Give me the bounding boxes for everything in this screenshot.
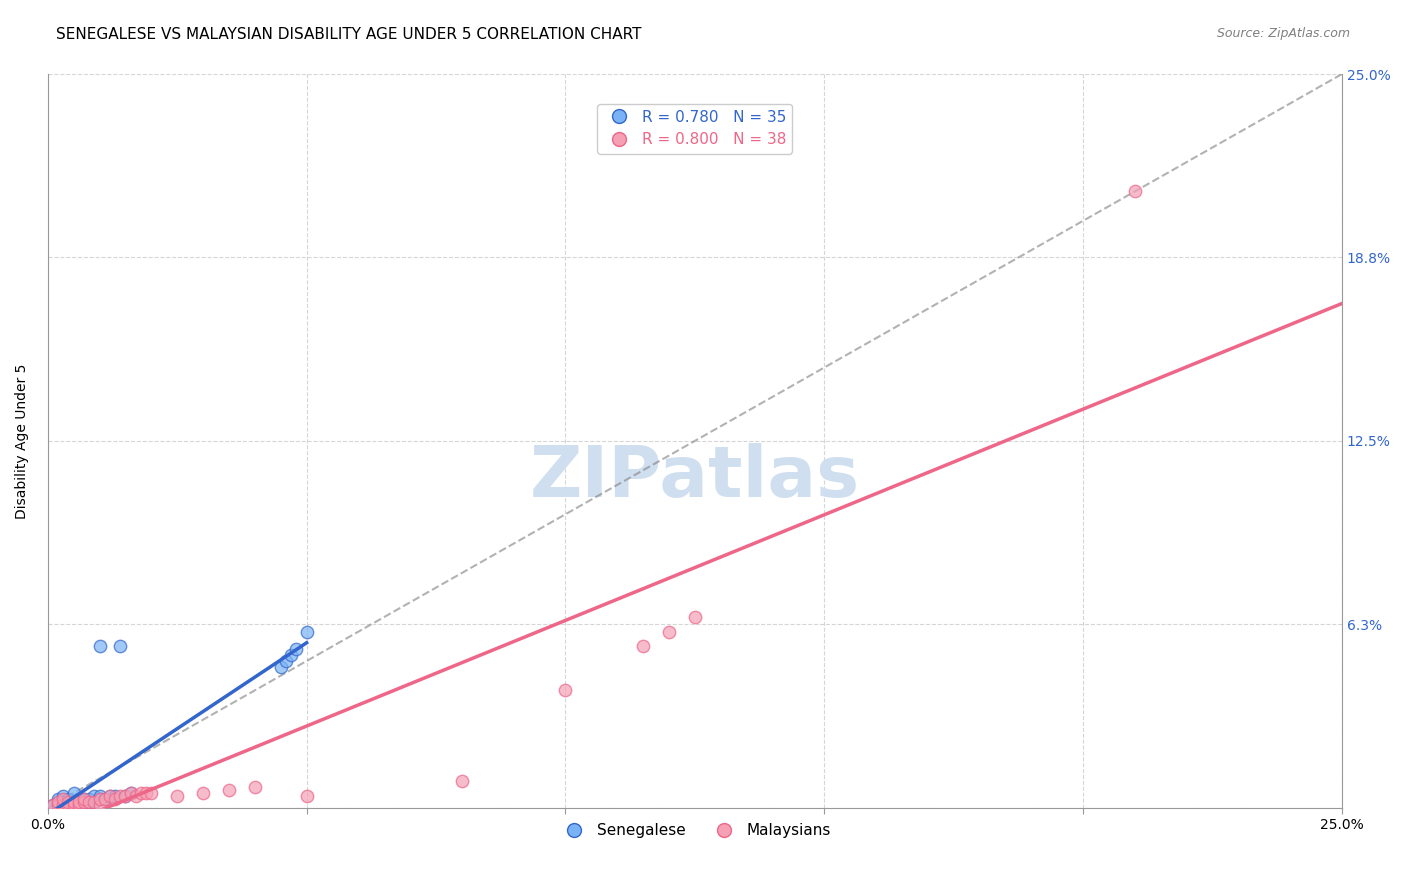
Point — [89, 792, 111, 806]
Point — [62, 795, 84, 809]
Point — [67, 797, 90, 812]
Point — [683, 610, 706, 624]
Point — [46, 792, 69, 806]
Point — [73, 795, 96, 809]
Point — [89, 640, 111, 654]
Point — [52, 792, 75, 806]
Point — [73, 792, 96, 806]
Text: SENEGALESE VS MALAYSIAN DISABILITY AGE UNDER 5 CORRELATION CHART: SENEGALESE VS MALAYSIAN DISABILITY AGE U… — [56, 27, 641, 42]
Point — [58, 795, 80, 809]
Point — [77, 795, 100, 809]
Point — [554, 683, 576, 698]
Point — [77, 792, 100, 806]
Point — [295, 789, 318, 803]
Point — [285, 642, 308, 657]
Point — [98, 789, 121, 803]
Point — [42, 797, 65, 812]
Point — [243, 780, 266, 795]
Point — [89, 792, 111, 806]
Point — [62, 797, 84, 812]
Point — [83, 789, 105, 803]
Point — [110, 789, 132, 803]
Point — [42, 797, 65, 812]
Point — [67, 795, 90, 809]
Point — [110, 640, 132, 654]
Point — [83, 795, 105, 809]
Point — [67, 797, 90, 812]
Y-axis label: Disability Age Under 5: Disability Age Under 5 — [15, 363, 30, 518]
Point — [1123, 185, 1146, 199]
Text: Source: ZipAtlas.com: Source: ZipAtlas.com — [1216, 27, 1350, 40]
Point — [77, 795, 100, 809]
Point — [58, 797, 80, 812]
Point — [166, 789, 188, 803]
Point — [295, 624, 318, 639]
Point — [62, 797, 84, 812]
Point — [93, 792, 115, 806]
Point — [141, 786, 163, 800]
Point — [52, 789, 75, 803]
Point — [83, 795, 105, 809]
Point — [274, 654, 297, 668]
Point — [135, 786, 157, 800]
Point — [73, 795, 96, 809]
Point — [62, 795, 84, 809]
Point — [73, 792, 96, 806]
Point — [270, 660, 292, 674]
Point — [58, 797, 80, 812]
Point — [631, 640, 654, 654]
Point — [46, 797, 69, 812]
Point — [52, 795, 75, 809]
Point — [104, 789, 127, 803]
Point — [218, 783, 240, 797]
Point — [125, 789, 148, 803]
Point — [280, 648, 302, 662]
Point — [58, 792, 80, 806]
Point — [52, 797, 75, 812]
Point — [52, 797, 75, 812]
Point — [46, 795, 69, 809]
Point — [191, 786, 214, 800]
Point — [89, 797, 111, 812]
Legend: Senegalese, Malaysians: Senegalese, Malaysians — [553, 817, 837, 844]
Point — [104, 792, 127, 806]
Text: ZIPatlas: ZIPatlas — [530, 443, 860, 512]
Point — [67, 795, 90, 809]
Point — [114, 789, 136, 803]
Point — [120, 786, 142, 800]
Point — [93, 792, 115, 806]
Point — [129, 786, 152, 800]
Point — [451, 774, 474, 789]
Point — [67, 792, 90, 806]
Point — [98, 789, 121, 803]
Point — [89, 789, 111, 803]
Point — [62, 786, 84, 800]
Point — [46, 795, 69, 809]
Point — [58, 795, 80, 809]
Point — [114, 789, 136, 803]
Point — [658, 624, 681, 639]
Point — [120, 786, 142, 800]
